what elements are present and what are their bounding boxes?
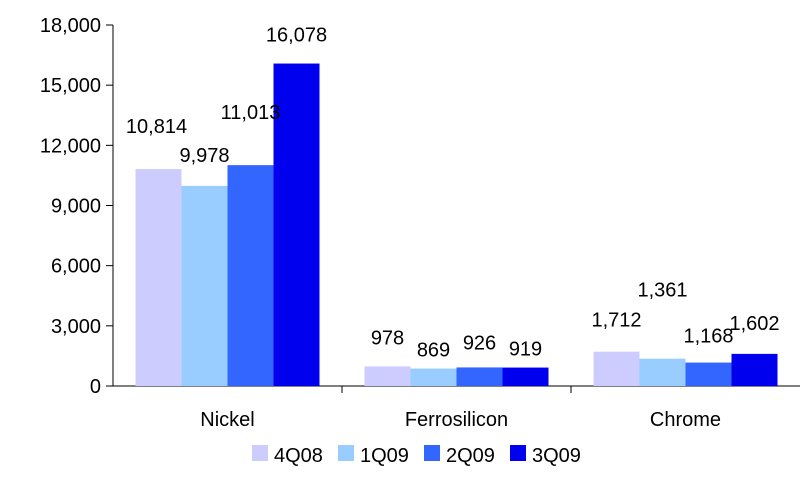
legend-swatch-3q09 (510, 445, 526, 461)
legend-label: 2Q09 (446, 445, 495, 467)
y-tick-label: 9,000 (51, 196, 101, 218)
data-label: 16,078 (266, 25, 327, 47)
bar-ferrosilicon-1q09 (410, 368, 457, 386)
bar-ferrosilicon-4q08 (364, 366, 411, 386)
data-label: 10,814 (126, 116, 187, 138)
bar-ferrosilicon-2q09 (456, 367, 503, 386)
data-label: 9,978 (179, 145, 229, 167)
y-tick-label: 18,000 (40, 15, 101, 37)
data-label: 1,602 (729, 313, 779, 335)
bar-chrome-4q08 (593, 351, 640, 386)
bar-nickel-2q09 (227, 165, 274, 386)
legend-swatch-2q09 (424, 445, 440, 461)
bars (135, 63, 778, 386)
bar-nickel-3q09 (273, 63, 320, 386)
data-label: 1,712 (591, 310, 641, 332)
legend-label: 3Q09 (532, 445, 581, 467)
legend: 4Q08 1Q09 2Q09 3Q09 (252, 445, 581, 467)
legend-label: 1Q09 (360, 445, 409, 467)
y-tick-label: 0 (90, 376, 101, 398)
bar-ferrosilicon-3q09 (502, 367, 549, 386)
data-label: 1,361 (637, 280, 687, 302)
axes: 0 3,000 6,000 9,000 12,000 15,000 18,000 Nickel… (40, 15, 800, 431)
data-label: 11,013 (221, 102, 281, 124)
data-label: 919 (509, 339, 542, 361)
legend-swatch-4q08 (252, 445, 268, 461)
y-tick-label: 6,000 (51, 256, 101, 278)
data-label: 926 (463, 332, 496, 354)
data-label: 869 (417, 340, 450, 362)
bar-nickel-1q09 (181, 185, 228, 386)
bar-chrome-2q09 (685, 362, 732, 386)
bar-nickel-4q08 (135, 169, 182, 386)
x-category-label: Ferrosilicon (405, 409, 508, 431)
data-label: 978 (371, 327, 404, 349)
y-tick-label: 15,000 (40, 75, 101, 97)
bar-chrome-1q09 (639, 358, 686, 386)
data-labels: 10,814 9,978 11,013 16,078 978 869 926 919 1,712… (126, 25, 780, 362)
x-category-label: Nickel (200, 409, 254, 431)
bar-chrome-3q09 (731, 353, 778, 386)
x-category-label: Chrome (650, 409, 721, 431)
legend-swatch-1q09 (338, 445, 354, 461)
data-label: 1,168 (683, 326, 733, 348)
y-tick-label: 12,000 (40, 135, 101, 157)
legend-label: 4Q08 (274, 445, 323, 467)
y-tick-label: 3,000 (51, 316, 101, 338)
